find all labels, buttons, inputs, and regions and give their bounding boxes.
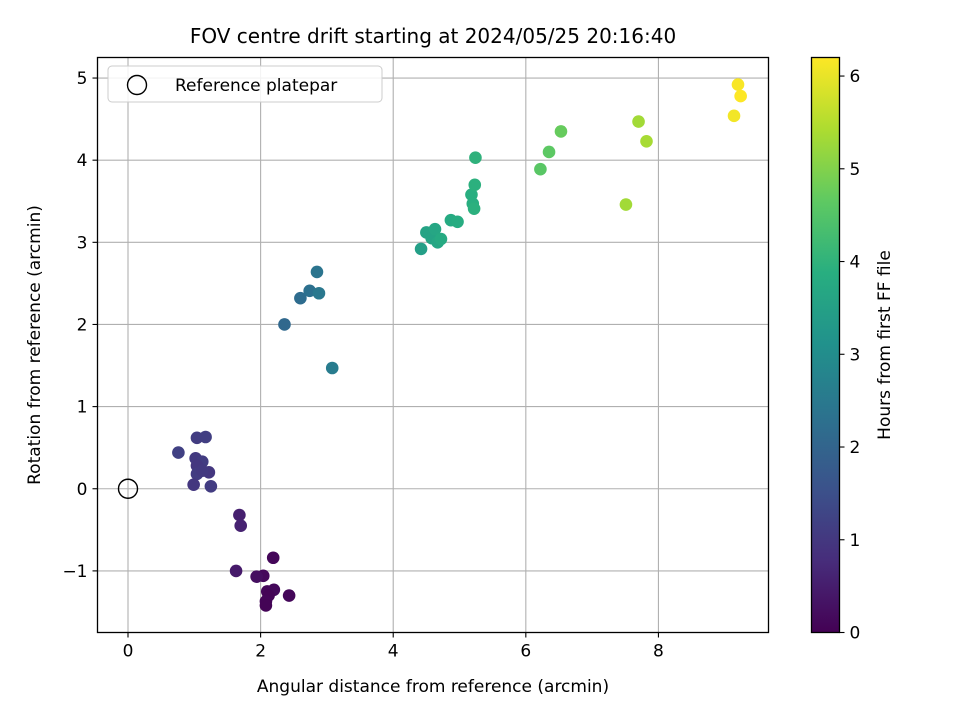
- data-point: [187, 478, 200, 491]
- data-point: [619, 198, 633, 211]
- data-point: [731, 78, 745, 91]
- plot-frame: [96, 56, 770, 634]
- data-point: [554, 125, 568, 138]
- y-axis-label: Rotation from reference (arcmin): [25, 205, 45, 485]
- data-points: [172, 78, 747, 612]
- data-point: [727, 109, 741, 123]
- data-point: [172, 446, 185, 459]
- data-point: [233, 508, 246, 522]
- data-point: [310, 265, 324, 279]
- data-point: [250, 570, 263, 583]
- data-point: [199, 430, 212, 444]
- legend: Reference platepar: [107, 65, 383, 103]
- data-point: [234, 519, 248, 533]
- colorbar-tick-label: 1: [850, 531, 861, 551]
- colorbar-tick-label: 6: [850, 67, 861, 87]
- data-point: [428, 222, 442, 236]
- y-tick-label: 0: [77, 480, 88, 500]
- y-tick-label: −1: [62, 562, 87, 582]
- y-tick-label: 3: [77, 233, 88, 253]
- colorbar-tick-label: 0: [850, 624, 861, 644]
- data-point: [640, 134, 653, 148]
- data-point: [542, 145, 556, 159]
- x-tick-label: 6: [520, 642, 531, 662]
- y-tick-label: 4: [77, 151, 88, 171]
- y-tick-label: 5: [77, 69, 88, 89]
- data-point: [534, 162, 547, 176]
- data-point: [259, 599, 273, 612]
- data-point: [294, 291, 307, 305]
- x-axis-label: Angular distance from reference (arcmin): [257, 677, 609, 697]
- colorbar-tick-label: 2: [850, 438, 861, 458]
- data-point: [278, 318, 291, 331]
- reference-platepar-marker: [117, 478, 139, 499]
- data-point: [266, 551, 280, 565]
- data-point: [195, 464, 209, 477]
- data-point: [414, 242, 428, 256]
- chart-title: FOV centre drift starting at 2024/05/25 …: [190, 24, 676, 48]
- y-axis-ticks: −1 0 1 2 3 4 5: [62, 69, 98, 582]
- data-point: [467, 202, 481, 215]
- data-point: [468, 178, 482, 192]
- data-point: [282, 589, 296, 602]
- x-tick-label: 8: [653, 642, 664, 662]
- y-tick-label: 1: [77, 398, 88, 418]
- x-tick-label: 4: [388, 642, 399, 662]
- x-tick-label: 2: [255, 642, 266, 662]
- colorbar-ticks: 0 1 2 3 4 5 6: [839, 67, 861, 644]
- data-point: [312, 286, 326, 300]
- colorbar-tick-label: 3: [850, 345, 861, 365]
- legend-box: [107, 65, 383, 103]
- colorbar-tick-label: 4: [850, 253, 861, 273]
- colorbar-tick-label: 5: [850, 160, 861, 180]
- colorbar: [810, 56, 841, 634]
- x-axis-ticks: 0 2 4 6 8: [123, 632, 664, 662]
- data-point: [204, 479, 218, 493]
- data-point: [229, 564, 243, 578]
- grid-lines: [97, 57, 769, 633]
- data-point: [325, 361, 339, 375]
- data-point: [469, 151, 482, 165]
- legend-marker-icon: [126, 74, 148, 96]
- colorbar-label: Hours from first FF file: [875, 250, 895, 440]
- legend-label: Reference platepar: [175, 76, 337, 96]
- data-point: [734, 89, 747, 103]
- data-point: [632, 115, 645, 128]
- y-tick-label: 2: [77, 315, 88, 335]
- x-tick-label: 0: [123, 642, 134, 662]
- data-point: [451, 215, 464, 229]
- data-point: [434, 232, 448, 246]
